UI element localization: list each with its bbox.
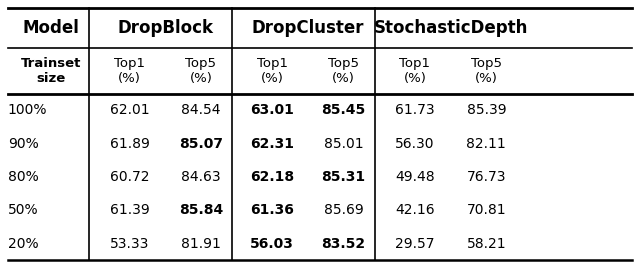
Text: 84.63: 84.63: [181, 170, 221, 184]
Text: Top1
(%): Top1 (%): [399, 57, 431, 85]
Text: 50%: 50%: [8, 203, 38, 217]
Text: 85.45: 85.45: [321, 103, 365, 117]
Text: Top5
(%): Top5 (%): [328, 57, 359, 85]
Text: 61.73: 61.73: [395, 103, 435, 117]
Text: 49.48: 49.48: [395, 170, 435, 184]
Text: 80%: 80%: [8, 170, 38, 184]
Text: 85.39: 85.39: [467, 103, 506, 117]
Text: 53.33: 53.33: [110, 237, 149, 251]
Text: 83.52: 83.52: [321, 237, 365, 251]
Text: 20%: 20%: [8, 237, 38, 251]
Text: 56.30: 56.30: [395, 137, 435, 151]
Text: 61.36: 61.36: [250, 203, 294, 217]
Text: Top1
(%): Top1 (%): [114, 57, 145, 85]
Text: 70.81: 70.81: [467, 203, 506, 217]
Text: 85.31: 85.31: [321, 170, 365, 184]
Text: 100%: 100%: [8, 103, 47, 117]
Text: 76.73: 76.73: [467, 170, 506, 184]
Text: Top5
(%): Top5 (%): [186, 57, 216, 85]
Text: 29.57: 29.57: [395, 237, 435, 251]
Text: 58.21: 58.21: [467, 237, 506, 251]
Text: StochasticDepth: StochasticDepth: [374, 19, 528, 37]
Text: 62.31: 62.31: [250, 137, 294, 151]
Text: Model: Model: [22, 19, 79, 37]
Text: Top5
(%): Top5 (%): [471, 57, 502, 85]
Text: 56.03: 56.03: [250, 237, 294, 251]
Text: 81.91: 81.91: [181, 237, 221, 251]
Text: 62.18: 62.18: [250, 170, 294, 184]
Text: 85.84: 85.84: [179, 203, 223, 217]
Text: 60.72: 60.72: [109, 170, 149, 184]
Text: 63.01: 63.01: [250, 103, 294, 117]
Text: DropBlock: DropBlock: [117, 19, 213, 37]
Text: DropCluster: DropCluster: [252, 19, 364, 37]
Text: 62.01: 62.01: [109, 103, 149, 117]
Text: 85.01: 85.01: [324, 137, 364, 151]
Text: 61.89: 61.89: [109, 137, 149, 151]
Text: Trainset
size: Trainset size: [20, 57, 81, 85]
Text: 42.16: 42.16: [395, 203, 435, 217]
Text: 61.39: 61.39: [109, 203, 149, 217]
Text: 90%: 90%: [8, 137, 38, 151]
Text: Top1
(%): Top1 (%): [257, 57, 288, 85]
Text: 84.54: 84.54: [181, 103, 221, 117]
Text: 85.07: 85.07: [179, 137, 223, 151]
Text: 85.69: 85.69: [324, 203, 364, 217]
Text: 82.11: 82.11: [467, 137, 506, 151]
